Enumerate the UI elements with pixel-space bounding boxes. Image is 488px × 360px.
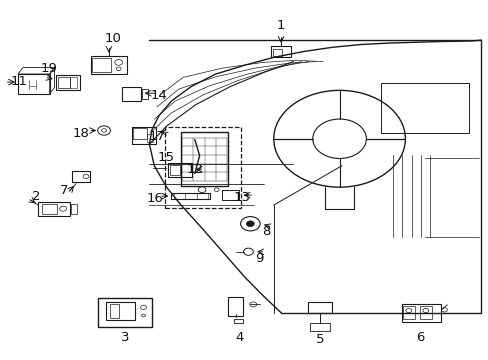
Bar [71,204,77,214]
Text: 14: 14 [150,89,167,102]
Bar [147,134,153,141]
Bar [272,49,281,56]
Text: 13: 13 [233,192,250,204]
Text: 8: 8 [262,225,270,238]
Bar [92,58,111,72]
Text: 1: 1 [276,19,285,32]
Bar [228,297,243,316]
Text: 9: 9 [254,252,263,265]
Bar [18,74,50,94]
Bar [380,83,468,134]
Text: 18: 18 [73,127,89,140]
Text: 3: 3 [121,330,129,343]
Text: 4: 4 [235,330,244,343]
Bar [122,87,141,101]
Bar [171,193,210,199]
Text: 7: 7 [60,184,68,197]
Bar [310,323,329,330]
Bar [419,306,431,319]
Text: 2: 2 [32,190,40,203]
Text: 11: 11 [11,75,28,88]
Circle shape [246,221,254,226]
Bar [90,56,127,74]
Bar [170,165,180,175]
Text: 12: 12 [186,163,203,176]
Bar [105,302,135,320]
Bar [39,202,70,216]
Bar [133,128,147,139]
Bar [233,319,242,323]
Text: 5: 5 [315,333,324,346]
Bar [98,298,152,327]
Bar [70,77,77,88]
Text: 19: 19 [41,62,58,75]
Text: 6: 6 [415,330,424,343]
Bar [42,204,57,214]
Bar [181,132,227,186]
Bar [110,304,119,318]
Text: 15: 15 [158,151,175,164]
Bar [168,163,191,177]
Bar [271,46,290,57]
Bar [132,127,156,144]
Bar [401,304,440,321]
Bar [307,302,331,313]
Bar [402,306,414,319]
Text: 17: 17 [148,130,165,144]
Bar [222,190,239,200]
Bar [58,77,70,88]
Bar [142,89,148,99]
Text: 10: 10 [104,32,121,45]
Bar [56,75,80,90]
Bar [72,171,90,182]
Text: 16: 16 [146,192,163,205]
Bar [165,127,241,208]
